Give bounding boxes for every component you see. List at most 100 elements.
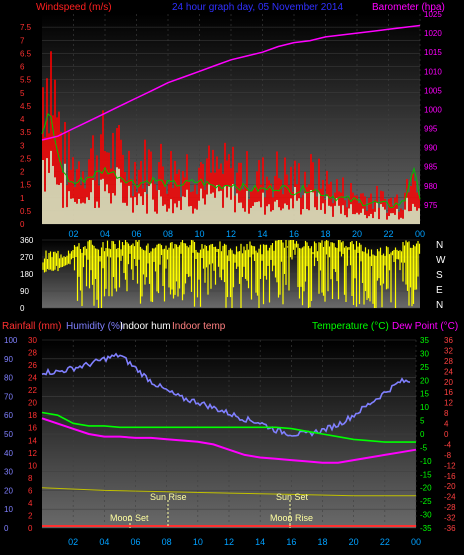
windspeed-tick: 3.5 xyxy=(20,128,32,137)
barometer-tick: 985 xyxy=(424,163,438,172)
humidity-tick: 70 xyxy=(4,392,13,401)
rain-tick: 26 xyxy=(28,361,37,370)
barometer-tick: 1000 xyxy=(424,105,442,114)
dew-tick: -12 xyxy=(444,461,456,470)
rain-tick: 22 xyxy=(28,386,37,395)
rain-tick: 18 xyxy=(28,411,37,420)
gust-line xyxy=(41,112,421,209)
humidity-tick: 60 xyxy=(4,411,13,420)
compass-label: S xyxy=(436,270,443,281)
time-axis-bottom: 02 04 06 08 10 12 14 16 18 20 22 00 xyxy=(68,537,421,547)
barometer-tick: 975 xyxy=(424,201,438,210)
time-tick: 20 xyxy=(352,229,362,239)
time-tick-bottom: 00 xyxy=(411,537,421,547)
winddir-tick: 0 xyxy=(20,304,25,313)
dew-tick: 36 xyxy=(444,336,453,345)
astro-events: Sun Rise Sun Set Moon Set Moon Rise xyxy=(110,492,313,528)
windspeed-tick: 1.5 xyxy=(20,181,32,190)
rain-tick: 4 xyxy=(28,499,33,508)
barometer-tick: 990 xyxy=(424,144,438,153)
humidity-line xyxy=(41,352,411,437)
windspeed-tick: 2.5 xyxy=(20,154,32,163)
rain-tick: 12 xyxy=(28,449,37,458)
time-tick: 12 xyxy=(226,229,236,239)
windspeed-tick: 4 xyxy=(20,115,25,124)
humidity-tick: 10 xyxy=(4,505,13,514)
temp-tick: -15 xyxy=(420,470,432,479)
time-tick: 16 xyxy=(289,229,299,239)
compass-label: W xyxy=(436,255,446,266)
wind-marks xyxy=(41,24,421,224)
rain-tick: 28 xyxy=(28,349,37,358)
winddir-marks xyxy=(42,240,421,308)
humidity-tick: 100 xyxy=(4,336,18,345)
dew-tick: -16 xyxy=(444,472,456,481)
temp-tick: 20 xyxy=(420,376,429,385)
sunset-label: Sun Set xyxy=(276,492,309,502)
time-tick: 14 xyxy=(257,229,267,239)
time-tick-bottom: 10 xyxy=(193,537,203,547)
time-tick-bottom: 12 xyxy=(224,537,234,547)
compass-label: N xyxy=(436,240,443,251)
time-tick: 18 xyxy=(320,229,330,239)
temp-tick: 5 xyxy=(420,417,425,426)
temperature-line xyxy=(41,411,416,443)
time-tick-bottom: 22 xyxy=(380,537,390,547)
time-tick-bottom: 18 xyxy=(317,537,327,547)
windspeed-label: Windspeed (m/s) xyxy=(36,2,112,13)
windspeed-tick: 6 xyxy=(20,63,25,72)
barometer-axis: 975 980 985 990 995 1000 1005 1010 1015 1020 1025 xyxy=(424,10,442,210)
dew-tick: 4 xyxy=(444,420,449,429)
time-tick: 02 xyxy=(68,229,78,239)
winddir-tick: 90 xyxy=(20,287,29,296)
temperature-label: Temperature (°C) xyxy=(312,321,389,332)
barometer-tick: 1010 xyxy=(424,67,442,76)
temp-tick: -10 xyxy=(420,457,432,466)
dewpoint-line xyxy=(41,417,417,464)
time-tick: 22 xyxy=(383,229,393,239)
windspeed-tick: 0 xyxy=(20,220,25,229)
moonrise-label: Moon Rise xyxy=(270,513,313,523)
temp-tick: 15 xyxy=(420,390,429,399)
dew-tick: -36 xyxy=(444,524,456,533)
temp-marks xyxy=(41,352,417,527)
winddir-tick: 270 xyxy=(20,253,34,262)
rain-tick: 30 xyxy=(28,336,37,345)
time-tick: 04 xyxy=(100,229,110,239)
sunrise-label: Sun Rise xyxy=(150,492,187,502)
windspeed-tick: 4.5 xyxy=(20,102,32,111)
compass-label: E xyxy=(436,285,443,296)
temp-tick: 25 xyxy=(420,363,429,372)
barometer-tick: 980 xyxy=(424,182,438,191)
humidity-label: Humidity (%) xyxy=(66,321,123,332)
temp-tick: -30 xyxy=(420,511,432,520)
humidity-tick: 30 xyxy=(4,468,13,477)
dew-tick: -28 xyxy=(444,503,456,512)
dew-tick: 0 xyxy=(444,430,449,439)
barometer-tick: 1015 xyxy=(424,48,442,57)
indoor-temp-label: Indoor temp xyxy=(172,321,226,332)
rain-tick: 6 xyxy=(28,486,33,495)
windspeed-tick: 1 xyxy=(20,194,25,203)
dew-tick: -20 xyxy=(444,482,456,491)
rain-tick: 24 xyxy=(28,374,37,383)
temp-tick: 35 xyxy=(420,336,429,345)
temperature-axis: -35 -30 -25 -20 -15 -10 -5 0 5 10 15 20 25 30 35 xyxy=(420,336,432,533)
rain-tick: 8 xyxy=(28,474,33,483)
humidity-axis: 0 10 20 30 40 50 60 70 80 90 100 xyxy=(4,336,18,533)
dew-tick: -4 xyxy=(444,440,452,449)
dew-tick: 32 xyxy=(444,346,453,355)
time-tick-bottom: 06 xyxy=(130,537,140,547)
rain-tick: 16 xyxy=(28,424,37,433)
rainfall-label: Rainfall (mm) xyxy=(2,321,61,332)
compass-label: N xyxy=(436,300,443,311)
barometer-line xyxy=(41,24,421,141)
dew-tick: 12 xyxy=(444,399,453,408)
wind-baro-panel: 00.511.522.533.544.555.566.577.5 9759809… xyxy=(20,10,442,239)
time-axis: 02 04 06 08 10 12 14 16 18 20 22 00 xyxy=(68,229,425,239)
dew-tick: 24 xyxy=(444,367,453,376)
